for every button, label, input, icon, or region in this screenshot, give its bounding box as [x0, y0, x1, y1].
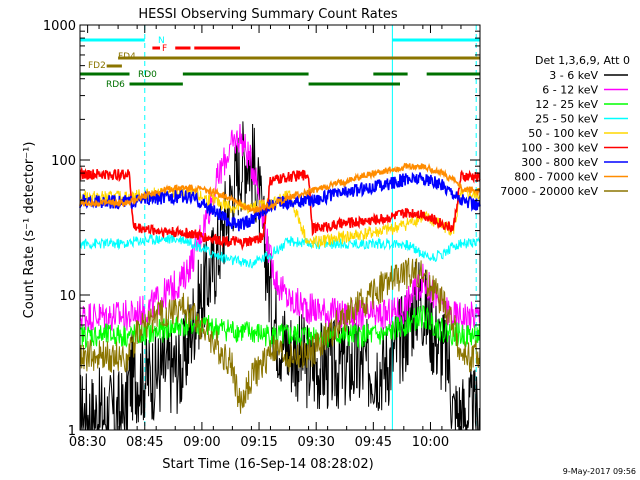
- legend-label-4: 50 - 100 keV: [528, 127, 598, 140]
- plot-frame: [79, 24, 481, 431]
- state-bar-label-rd6: RD6: [106, 80, 125, 90]
- series-line-0: [79, 121, 481, 431]
- state-bar-label-rd0: RD0: [138, 70, 157, 80]
- x-tick-label-4: 09:30: [297, 435, 334, 450]
- legend-label-1: 6 - 12 keV: [542, 84, 598, 97]
- x-tick-label-0: 08:30: [69, 435, 106, 450]
- legend-label-8: 7000 - 20000 keV: [500, 185, 598, 198]
- series-line-7: [79, 162, 481, 214]
- series-line-4: [79, 185, 481, 249]
- legend-label-3: 25 - 50 keV: [535, 113, 598, 126]
- chart-title: HESSI Observing Summary Count Rates: [138, 7, 397, 22]
- state-bar-label-fd2: FD2: [88, 61, 106, 71]
- legend-label-2: 12 - 25 keV: [535, 98, 598, 111]
- x-tick-label-6: 10:00: [412, 435, 449, 450]
- y-tick-label-2: 100: [51, 154, 76, 169]
- legend-label-5: 100 - 300 keV: [521, 142, 598, 155]
- legend-label-0: 3 - 6 keV: [549, 69, 598, 82]
- series-line-1: [79, 123, 481, 332]
- y-tick-label-0: 1: [68, 424, 76, 439]
- legend-title: Det 1,3,6,9, Att 0: [535, 54, 630, 67]
- plot-area: NF FD4 FD2 RD0 RD6: [79, 25, 481, 431]
- state-bar-label-f: F: [162, 44, 167, 54]
- series-line-3: [79, 232, 481, 269]
- state-bar-label-fd4: FD4: [118, 52, 136, 62]
- x-axis-label: Start Time (16-Sep-14 08:28:02): [162, 457, 373, 472]
- y-tick-label-3: 1000: [43, 19, 76, 34]
- y-axis-label: Count Rate (s⁻¹ detector⁻¹): [22, 142, 37, 319]
- axes: 08:30 08:45 09:00 09:15 09:30 09:45 10:00 1 10 10…: [43, 19, 481, 450]
- x-tick-label-2: 09:00: [183, 435, 220, 450]
- series-line-8: [79, 257, 481, 414]
- legend: Det 1,3,6,9, Att 0 3 - 6 keV 6 - 12 keV12…: [500, 54, 630, 198]
- y-tick-label-1: 10: [59, 289, 76, 304]
- x-tick-label-1: 08:45: [126, 435, 163, 450]
- legend-label-6: 300 - 800 keV: [521, 156, 598, 169]
- x-tick-label-3: 09:15: [240, 435, 277, 450]
- legend-label-7: 800 - 7000 keV: [514, 171, 598, 184]
- series-line-5: [79, 166, 481, 252]
- x-tick-label-5: 09:45: [355, 435, 392, 450]
- footer-date: 9-May-2017 09:56: [563, 467, 636, 476]
- state-bar-label-n: N: [158, 36, 165, 46]
